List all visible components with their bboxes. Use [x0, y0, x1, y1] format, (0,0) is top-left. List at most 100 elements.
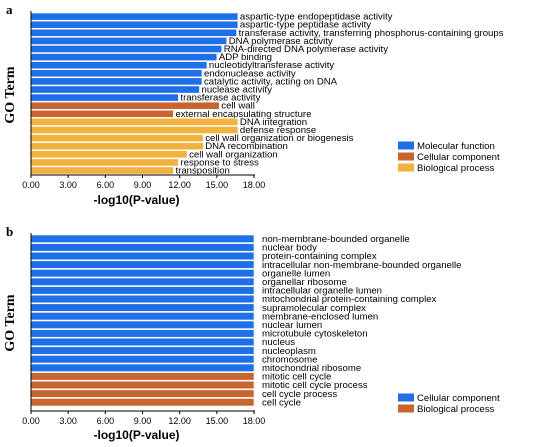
- bar-label: transposition: [175, 166, 229, 177]
- panel-label: a: [6, 2, 13, 17]
- x-tick-label: 12.00: [168, 180, 191, 190]
- bar: [30, 294, 255, 304]
- bar-label: mitochondrial protein-containing complex: [262, 294, 437, 305]
- bar: [30, 150, 188, 159]
- x-tick-label: 12.00: [168, 416, 191, 426]
- bar: [30, 251, 255, 261]
- bar-label: microtubule cytoskeleton: [262, 329, 368, 340]
- bar: [30, 28, 237, 37]
- bar-label: intracellular non-membrane-bounded organ…: [262, 260, 461, 271]
- bar: [30, 45, 223, 53]
- bar-label: cell wall: [221, 101, 255, 112]
- bar: [30, 286, 255, 295]
- bar-label: catalytic activity, acting on DNA: [204, 76, 338, 87]
- legend-swatch: [398, 141, 414, 150]
- bar: [30, 142, 204, 151]
- bar-label: nuclear lumen: [262, 320, 322, 331]
- x-tick-label: 18.00: [243, 180, 266, 190]
- bar: [30, 234, 255, 243]
- bar-label: transferase activity: [180, 93, 260, 104]
- bar: [30, 329, 255, 338]
- bar-label: cell wall organization: [189, 149, 278, 160]
- bar: [30, 20, 239, 29]
- legend-swatch: [398, 404, 414, 413]
- bar-label: non-membrane-bounded organelle: [262, 234, 410, 245]
- bar-label: cell cycle process: [262, 389, 337, 400]
- bar-label: nuclear body: [262, 243, 317, 254]
- x-tick-label: 0.00: [22, 416, 40, 426]
- bar: [30, 398, 255, 407]
- y-axis-title: GO Term: [3, 66, 18, 124]
- bar: [30, 269, 255, 278]
- bar-label: transferase activity, transferring phosp…: [239, 28, 504, 39]
- bar-label: DNA recombination: [205, 141, 288, 152]
- bar-label: RNA-directed DNA polymerase activity: [224, 44, 388, 55]
- bar: [30, 363, 255, 372]
- bar: [30, 243, 255, 252]
- bar-label: ADP binding: [219, 52, 272, 63]
- legend-label: Cellular component: [417, 152, 500, 163]
- bar-label: nucleoplasm: [262, 346, 316, 357]
- bar-label: response to stress: [180, 157, 259, 168]
- x-axis-title: -log10(P-value): [93, 428, 179, 442]
- bar: [30, 134, 204, 142]
- bar-label: supramolecular complex: [262, 303, 366, 314]
- bar-label: membrane-enclosed lumen: [262, 311, 378, 322]
- legend-swatch: [398, 393, 414, 402]
- bar-label: endonuclease activity: [204, 68, 296, 79]
- bar: [30, 93, 179, 102]
- bar: [30, 303, 255, 312]
- bar: [30, 158, 179, 167]
- bar: [30, 85, 200, 94]
- x-tick-label: 6.00: [97, 180, 115, 190]
- legend-label: Biological process: [417, 404, 495, 415]
- bar-label: external encapsulating structure: [175, 109, 311, 120]
- x-tick-label: 9.00: [134, 180, 152, 190]
- x-tick-label: 6.00: [97, 416, 115, 426]
- bar: [30, 372, 255, 381]
- bar: [30, 346, 255, 355]
- bar: [30, 337, 255, 347]
- bar: [30, 109, 174, 118]
- bar-label: cell wall organization or biogenesis: [205, 133, 353, 144]
- x-tick-label: 15.00: [206, 180, 229, 190]
- x-tick-label: 0.00: [22, 180, 40, 190]
- bar: [30, 389, 255, 398]
- bar-label: aspartic-type peptidase activity: [240, 20, 371, 31]
- bar-label: mitotic cell cycle: [262, 372, 331, 383]
- bar-label: organelle lumen: [262, 268, 330, 279]
- bar: [30, 118, 239, 126]
- bar-label: mitochondrial ribosome: [262, 363, 361, 374]
- x-tick-label: 15.00: [206, 416, 229, 426]
- bar-label: protein-containing complex: [262, 251, 377, 262]
- bar: [30, 69, 203, 78]
- x-tick-label: 3.00: [59, 416, 77, 426]
- bar: [30, 53, 218, 61]
- bar-label: mitotic cell cycle process: [262, 380, 368, 391]
- bar-label: nuclease activity: [201, 85, 272, 96]
- x-tick-label: 3.00: [59, 180, 77, 190]
- bar-label: DNA polymerase activity: [229, 36, 333, 47]
- legend-swatch: [398, 163, 414, 172]
- x-axis-title: -log10(P-value): [93, 193, 179, 207]
- bar: [30, 312, 255, 321]
- bar-label: nucleus: [262, 337, 295, 348]
- bar-label: DNA integration: [240, 117, 307, 128]
- legend-label: Biological process: [417, 163, 495, 174]
- bar: [30, 166, 174, 175]
- bar-label: aspartic-type endopeptidase activity: [240, 12, 393, 23]
- legend-swatch: [398, 152, 414, 161]
- bar: [30, 355, 255, 364]
- bar-label: cell cycle: [262, 397, 301, 408]
- panel-label: b: [6, 224, 13, 239]
- bar: [30, 36, 228, 45]
- legend-label: Molecular function: [417, 141, 495, 152]
- bar-label: organellar ribosome: [262, 277, 347, 288]
- x-tick-label: 18.00: [243, 416, 266, 426]
- bar: [30, 380, 255, 390]
- bar: [30, 77, 203, 86]
- bar-label: nucleotidyltransferase activity: [209, 60, 335, 71]
- bar: [30, 277, 255, 286]
- bar-label: chromosome: [262, 354, 317, 365]
- y-axis-title: GO Term: [3, 294, 18, 352]
